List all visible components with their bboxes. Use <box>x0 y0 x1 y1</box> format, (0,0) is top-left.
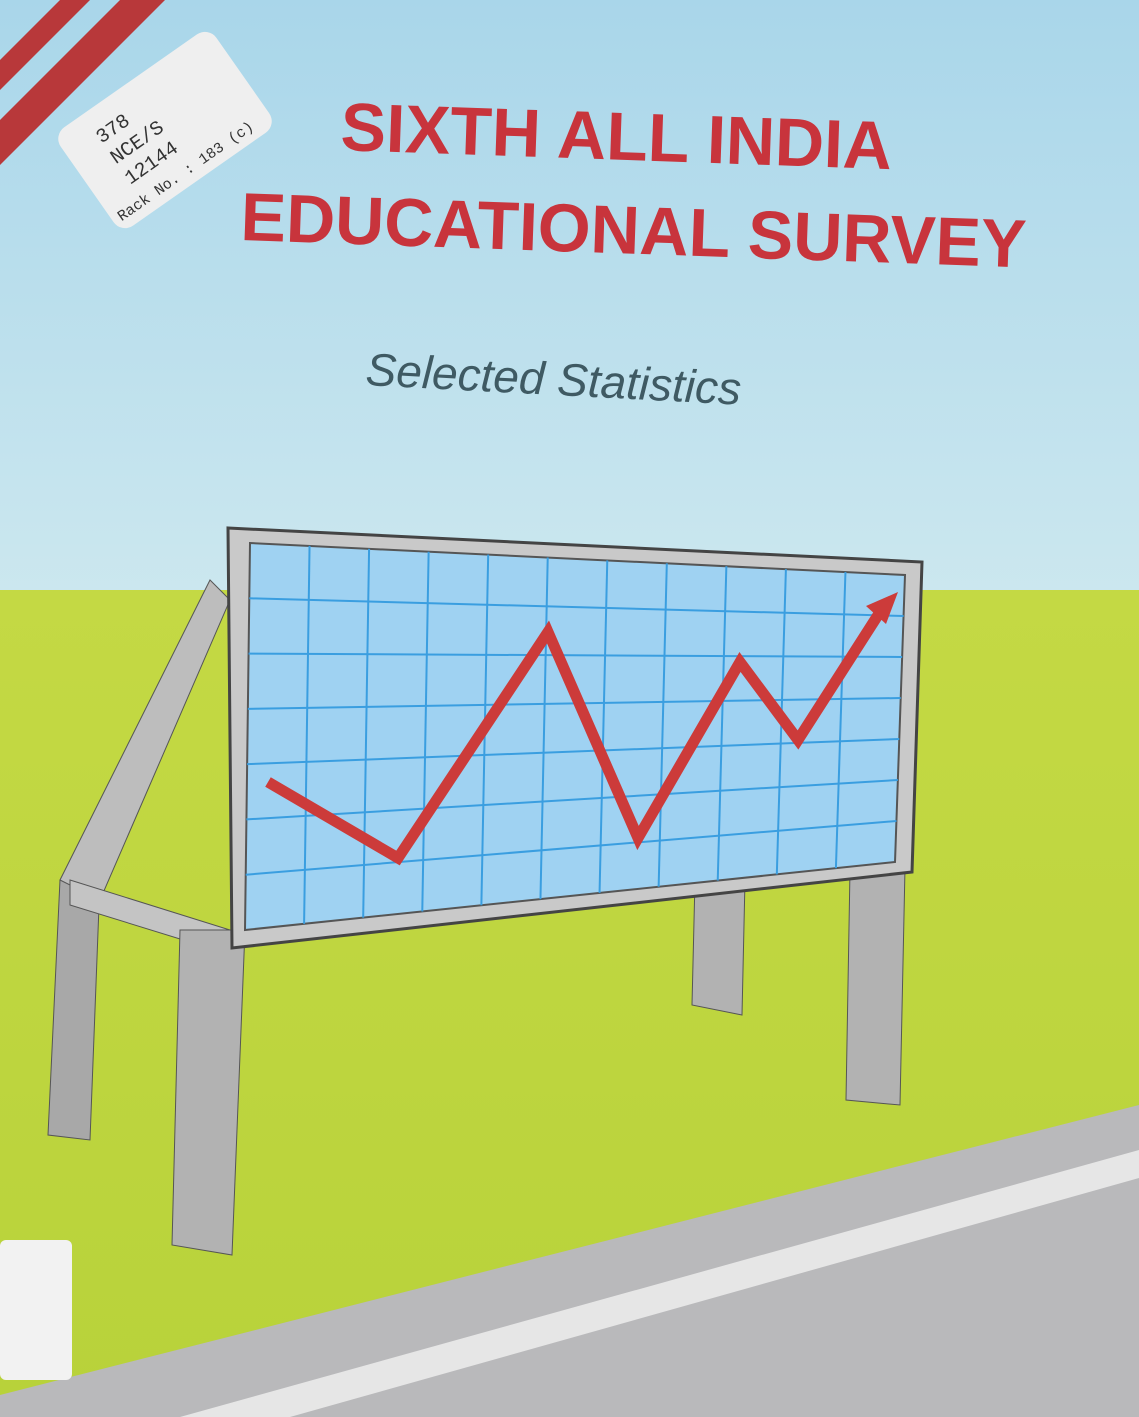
page: 378 NCE/S 12144 Rack No. : 183 (c) SIXTH… <box>0 0 1139 1417</box>
spine-label <box>0 1240 72 1380</box>
leg <box>692 880 745 1015</box>
leg <box>846 868 905 1105</box>
leg <box>172 930 245 1255</box>
book-cover: 378 NCE/S 12144 Rack No. : 183 (c) SIXTH… <box>0 0 1139 1417</box>
